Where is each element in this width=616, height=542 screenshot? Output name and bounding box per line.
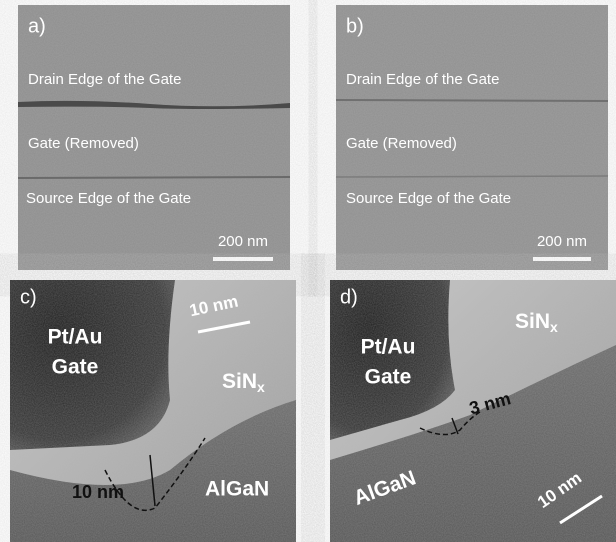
region-label: Drain Edge of the Gate [346, 71, 499, 88]
dielectric-text: SiN [222, 370, 257, 393]
gap-label: 10 nm [72, 482, 124, 502]
scale-bar [533, 257, 591, 261]
gate-label: Pt/Au [48, 326, 103, 349]
dielectric-text: SiN [515, 310, 550, 333]
region-label: Gate (Removed) [28, 135, 139, 152]
gate-label: Pt/Au [361, 336, 416, 359]
scale-bar-label: 200 nm [537, 233, 587, 250]
panel-c: c) Pt/Au Gate 10 nm SiNx AlGaN 10 nm [10, 280, 296, 542]
dielectric-subscript: x [550, 319, 558, 335]
gate-label: Gate [52, 356, 99, 379]
dielectric-subscript: x [257, 379, 265, 395]
noise [10, 280, 296, 542]
gate-edge-line [336, 176, 608, 177]
gate-edge-line [336, 100, 608, 101]
region-label: Source Edge of the Gate [26, 190, 191, 207]
region-label: Drain Edge of the Gate [28, 71, 181, 88]
figure: a) Drain Edge of the Gate Gate (Removed)… [0, 0, 616, 542]
panel-label: c) [20, 286, 37, 308]
panel-b: b) Drain Edge of the Gate Gate (Removed)… [336, 5, 608, 270]
gate-edge-line [18, 177, 290, 178]
region-label: Source Edge of the Gate [346, 190, 511, 207]
panel-d: d) Pt/Au Gate SiNx AlGaN 3 nm 10 nm [330, 280, 616, 542]
barrier-label: AlGaN [205, 478, 269, 501]
scale-bar-label: 200 nm [218, 233, 268, 250]
panel-label: b) [346, 15, 364, 37]
panel-label: d) [340, 286, 358, 308]
panel-label: a) [28, 15, 46, 37]
region-label: Gate (Removed) [346, 135, 457, 152]
panel-a: a) Drain Edge of the Gate Gate (Removed)… [18, 5, 290, 270]
gate-label: Gate [365, 366, 412, 389]
scale-bar [213, 257, 273, 261]
